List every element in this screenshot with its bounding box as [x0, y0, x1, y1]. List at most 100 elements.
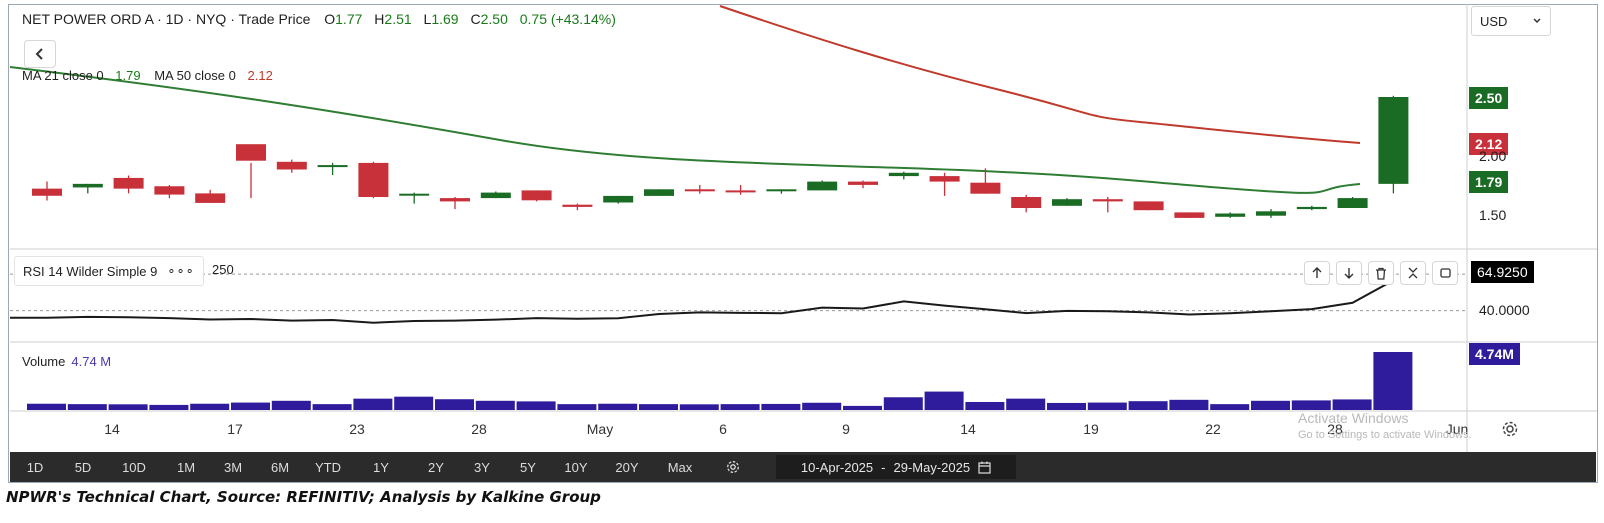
timeframe-button-6m[interactable]: 6M — [270, 459, 290, 475]
volume-badge: 4.74M — [1469, 343, 1520, 365]
x-tick-label: 17 — [227, 421, 243, 437]
timeframe-button-1d[interactable]: 1D — [26, 459, 44, 475]
timeframe-button-5d[interactable]: 5D — [74, 459, 92, 475]
volume-bar — [802, 402, 842, 410]
volume-bar — [1291, 400, 1331, 410]
candle-body — [72, 183, 103, 188]
timeframe-button-5y[interactable]: 5Y — [520, 459, 536, 475]
move-down-button[interactable] — [1336, 261, 1362, 285]
candle-body — [888, 172, 919, 177]
volume-bar — [965, 401, 1005, 410]
collapse-icon — [1408, 267, 1418, 279]
volume-bar — [843, 405, 882, 410]
volume-bar — [1128, 401, 1168, 410]
low-label: L — [423, 11, 432, 27]
change-value: 0.75 (+43.14%) — [519, 11, 616, 27]
collapse-pane-button[interactable] — [1400, 261, 1426, 285]
timeframe-button-3m[interactable]: 3M — [223, 459, 243, 475]
calendar-icon — [978, 461, 991, 474]
candle-body — [725, 190, 756, 193]
rsi-value-badge: 64.9250 — [1471, 261, 1534, 283]
candle-body — [358, 162, 389, 197]
volume-bar — [883, 397, 923, 410]
timeframe-button-2y[interactable]: 2Y — [428, 459, 444, 475]
chart-settings-gear — [1502, 421, 1518, 437]
volume-bar — [1332, 399, 1372, 410]
volume-bar — [67, 404, 107, 410]
candle-body — [480, 192, 511, 199]
candle-body — [1174, 212, 1205, 218]
timeframe-button-20y[interactable]: 20Y — [615, 459, 639, 475]
ma21-line — [9, 66, 1361, 194]
candle-body — [1296, 206, 1327, 210]
back-button[interactable] — [24, 40, 56, 68]
x-tick-label: 22 — [1205, 421, 1221, 437]
open-value: 1.77 — [335, 11, 363, 27]
candle-body — [317, 165, 348, 168]
date-to: 29-May-2025 — [893, 459, 971, 475]
timeframe-button-1m[interactable]: 1M — [176, 459, 196, 475]
candle-body — [807, 181, 838, 191]
timeframe-button-3y[interactable]: 3Y — [474, 459, 490, 475]
arrow-down-icon — [1344, 268, 1354, 279]
candle-body — [929, 176, 960, 182]
windows-watermark: Activate Windows Go to Settings to activ… — [1298, 410, 1472, 444]
volume-bar — [1169, 399, 1209, 410]
candle-body — [399, 193, 430, 196]
timeframe-button-10d[interactable]: 10D — [122, 459, 146, 475]
toolbar-settings-button[interactable] — [722, 452, 744, 482]
ma21-badge: 1.79 — [1469, 171, 1509, 193]
candle-body — [970, 182, 1001, 194]
volume-bar — [271, 400, 311, 410]
x-tick-label: 28 — [471, 421, 487, 437]
x-tick-label: May — [586, 421, 614, 437]
volume-bar — [1087, 402, 1127, 410]
maximize-pane-button[interactable] — [1432, 261, 1458, 285]
open-label: O — [324, 11, 336, 27]
ma50-badge: 2.12 — [1469, 133, 1509, 155]
candle-body — [32, 188, 62, 196]
arrow-up-icon — [1312, 267, 1322, 278]
volume-bar — [108, 404, 148, 410]
watermark-line1: Activate Windows — [1298, 410, 1409, 426]
volume-bar — [639, 404, 678, 410]
timeframe-button-1y[interactable]: 1Y — [373, 459, 389, 475]
x-tick-label: 14 — [104, 421, 120, 437]
gear-icon[interactable] — [1501, 420, 1519, 443]
volume-bar — [761, 403, 801, 410]
rsi-layer — [10, 279, 1394, 324]
rsi-legend[interactable]: RSI 14 Wilder Simple 9 ∘∘∘ — [14, 256, 204, 286]
candle-body — [1378, 97, 1409, 184]
move-up-button[interactable] — [1304, 261, 1330, 285]
more-options-icon[interactable]: ∘∘∘ — [167, 263, 195, 278]
currency-select[interactable]: USD — [1471, 6, 1551, 36]
volume-bar — [475, 400, 515, 410]
rsi-legend-label: RSI 14 Wilder Simple 9 — [23, 263, 158, 279]
timeframe-button-10y[interactable]: 10Y — [564, 459, 588, 475]
candle-body — [1052, 199, 1082, 206]
timeframe-button-ytd[interactable]: YTD — [315, 459, 341, 475]
volume-bar — [516, 401, 556, 410]
volume-bar — [353, 398, 393, 410]
date-range-picker[interactable]: 10-Apr-2025 - 29-May-2025 — [776, 455, 1016, 479]
pane-tools — [1304, 261, 1458, 285]
volume-bar — [720, 404, 760, 410]
candle-body — [684, 189, 715, 192]
candle-body — [1092, 199, 1123, 202]
delete-pane-button[interactable] — [1368, 261, 1394, 285]
volume-bar — [557, 404, 597, 410]
timeframe-button-max[interactable]: Max — [667, 459, 693, 475]
candle-body — [276, 161, 307, 170]
candle-body — [440, 198, 470, 202]
volume-bar — [1210, 404, 1250, 410]
x-tick-label: Jun — [1445, 421, 1469, 437]
rsi-legend-overflow: 250 — [212, 262, 234, 277]
close-label: C — [470, 11, 481, 27]
x-tick-label: 9 — [842, 421, 850, 437]
candle-body — [1133, 201, 1164, 211]
x-tick-label: 19 — [1083, 421, 1099, 437]
x-tick-label: 28 — [1327, 421, 1343, 437]
candle-body — [521, 190, 552, 201]
chart-gridlines — [10, 4, 1597, 452]
volume-bar — [1251, 400, 1290, 410]
